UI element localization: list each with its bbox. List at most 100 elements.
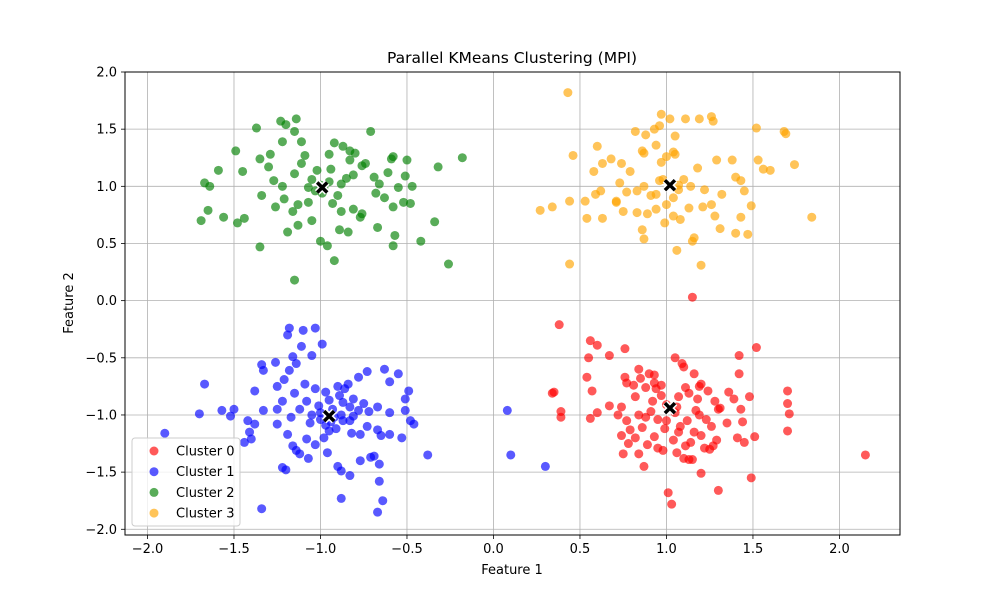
data-point xyxy=(660,424,670,434)
data-point xyxy=(689,233,699,243)
x-tick-label: −2.0 xyxy=(132,542,164,557)
data-point xyxy=(668,435,678,445)
data-point xyxy=(655,121,665,131)
data-point xyxy=(547,202,557,212)
legend-entry-2: Cluster 2 xyxy=(149,486,235,501)
data-point xyxy=(642,209,652,219)
data-point xyxy=(393,369,403,379)
data-point xyxy=(315,415,325,425)
data-point xyxy=(257,190,267,200)
data-point xyxy=(385,429,395,439)
data-point xyxy=(388,152,398,162)
data-point xyxy=(310,323,320,333)
data-point xyxy=(307,410,317,420)
x-tick-label: 2.0 xyxy=(829,542,850,557)
data-point xyxy=(554,320,564,330)
data-point xyxy=(290,126,300,136)
data-point xyxy=(783,399,793,409)
data-point xyxy=(506,450,516,460)
legend-label: Cluster 1 xyxy=(176,465,235,480)
data-point xyxy=(272,381,282,391)
data-point xyxy=(535,205,545,215)
x-tick-label: −0.5 xyxy=(391,542,423,557)
data-point xyxy=(679,362,689,372)
data-point xyxy=(362,367,372,377)
data-point xyxy=(272,404,282,414)
grid-lines xyxy=(125,71,900,535)
axis-ticks: −2.0 −1.5 −1.0 −0.5 0.0 0.5 1.0 1.5 2.0 −2.0 −1.5 −… xyxy=(85,66,849,558)
data-point xyxy=(355,429,365,439)
data-point xyxy=(298,325,308,335)
data-point xyxy=(397,433,407,443)
y-tick-label: 1.5 xyxy=(96,123,117,138)
data-point xyxy=(597,158,607,168)
x-tick-label: −1.0 xyxy=(305,542,337,557)
data-point xyxy=(281,465,291,475)
data-point xyxy=(302,434,312,444)
data-point xyxy=(371,188,381,198)
data-point xyxy=(348,204,358,214)
data-point xyxy=(385,377,395,387)
data-point xyxy=(226,411,236,421)
data-point xyxy=(696,431,706,441)
data-point xyxy=(336,493,346,503)
data-point xyxy=(283,330,293,340)
data-point xyxy=(746,201,756,211)
data-point xyxy=(288,206,298,216)
x-tick-label: 0.0 xyxy=(483,542,504,557)
data-point xyxy=(369,172,379,182)
data-point xyxy=(258,405,268,415)
centroid-marker-0 xyxy=(662,400,678,416)
data-point xyxy=(734,351,744,361)
data-point xyxy=(684,388,694,398)
data-point xyxy=(338,416,348,426)
data-point xyxy=(338,141,348,151)
data-point xyxy=(364,407,374,417)
data-point xyxy=(656,109,666,119)
data-point xyxy=(630,433,640,443)
data-point xyxy=(604,401,614,411)
data-point xyxy=(674,427,684,437)
data-point xyxy=(322,241,332,251)
data-point xyxy=(295,404,305,414)
data-point xyxy=(271,357,281,367)
data-point xyxy=(383,168,393,178)
data-point xyxy=(350,148,360,158)
data-point xyxy=(310,384,320,394)
data-point xyxy=(706,200,716,210)
data-point xyxy=(329,256,339,266)
data-point xyxy=(303,453,313,463)
data-point xyxy=(722,418,732,428)
series-cluster-3 xyxy=(535,88,817,270)
data-point xyxy=(765,165,775,175)
data-point xyxy=(639,148,649,158)
legend-box xyxy=(131,437,241,527)
data-point xyxy=(682,416,692,426)
data-point xyxy=(670,353,680,363)
data-point xyxy=(300,150,310,160)
data-point xyxy=(402,155,412,165)
data-point xyxy=(565,196,575,206)
x-tick-label: 1.5 xyxy=(743,542,764,557)
data-point xyxy=(784,409,794,419)
data-point xyxy=(303,197,313,207)
data-point xyxy=(348,170,358,180)
data-point xyxy=(606,154,616,164)
legend-marker xyxy=(149,446,159,456)
chart-title: Parallel KMeans Clustering (MPI) xyxy=(387,49,637,67)
data-point xyxy=(340,384,350,394)
data-point xyxy=(229,404,239,414)
data-point xyxy=(636,373,646,383)
data-point xyxy=(632,208,642,218)
data-point xyxy=(288,352,298,362)
data-point xyxy=(279,194,289,204)
data-point xyxy=(336,179,346,189)
y-tick-label: −1.5 xyxy=(85,466,117,481)
data-point xyxy=(789,160,799,170)
data-point xyxy=(374,476,384,486)
data-point xyxy=(277,137,287,147)
centroid-marker-2 xyxy=(314,180,330,195)
data-point xyxy=(717,189,727,199)
data-point xyxy=(693,163,703,173)
